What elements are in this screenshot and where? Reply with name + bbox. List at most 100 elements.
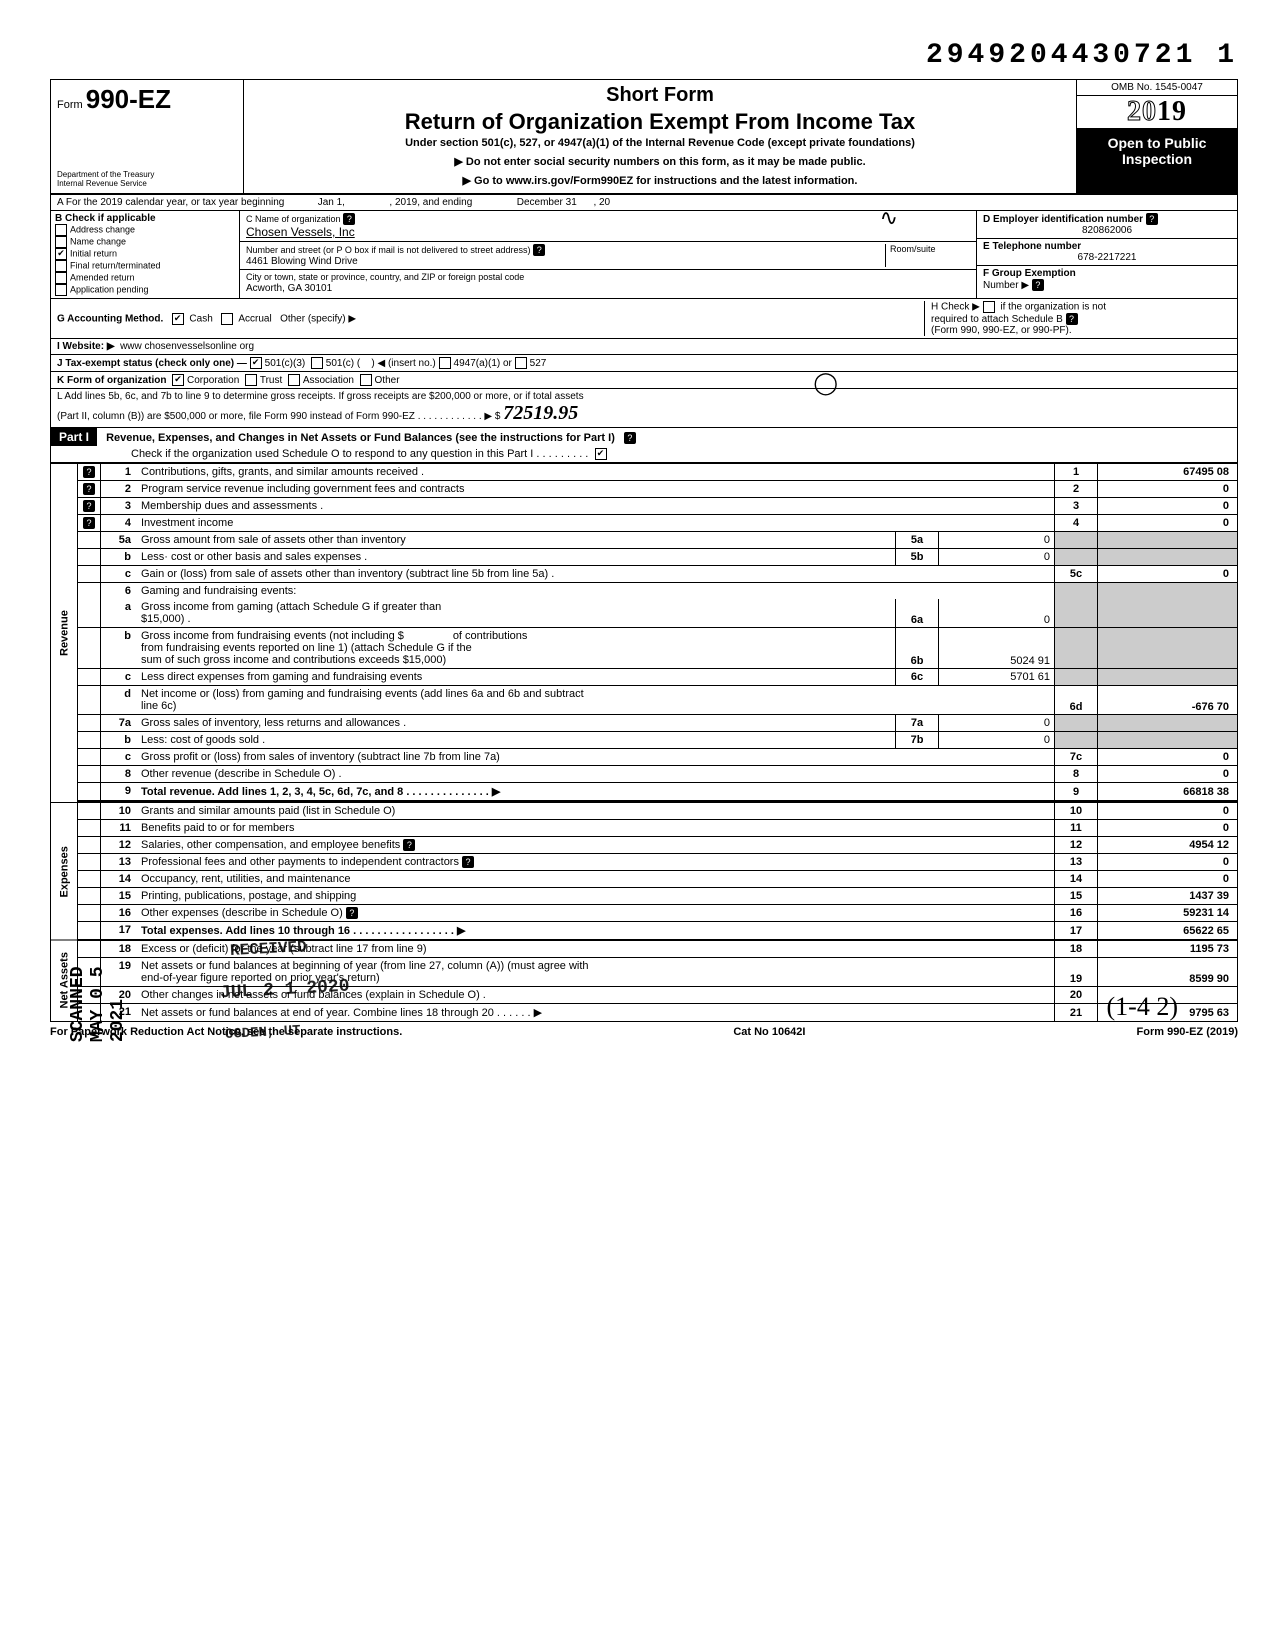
info-icon: ?: [83, 517, 95, 529]
chk-501c3[interactable]: ✔: [250, 357, 262, 369]
info-icon: ?: [346, 907, 358, 919]
box-val: 0: [1098, 766, 1238, 783]
lbl-initial: Initial return: [70, 248, 117, 258]
row-num: 17: [101, 922, 138, 941]
part-i-check: Check if the organization used Schedule …: [131, 448, 588, 460]
chk-address[interactable]: [55, 224, 67, 236]
info-icon: ?: [83, 466, 95, 478]
info-icon: ?: [83, 483, 95, 495]
chk-4947[interactable]: [439, 357, 451, 369]
box-num: 20: [1055, 987, 1098, 1004]
line-a-endyear: , 20: [593, 197, 610, 208]
box-num: 7c: [1055, 749, 1098, 766]
line-a-text: A For the 2019 calendar year, or tax yea…: [57, 197, 284, 208]
l-text1: L Add lines 5b, 6c, and 7b to line 9 to …: [57, 391, 1231, 402]
org-street: 4461 Blowing Wind Drive: [246, 256, 358, 267]
row-num: 14: [101, 871, 138, 888]
row-desc: Contributions, gifts, grants, and simila…: [137, 464, 1055, 481]
mid-val: 5024 91: [939, 628, 1055, 669]
under-section: Under section 501(c), 527, or 4947(a)(1)…: [252, 137, 1068, 149]
box-num: 14: [1055, 871, 1098, 888]
row-desc: Gaming and fundraising events:: [137, 583, 1055, 600]
chk-527[interactable]: [515, 357, 527, 369]
chk-final[interactable]: [55, 260, 67, 272]
chk-cash[interactable]: ✔: [172, 313, 184, 325]
chk-other[interactable]: [360, 374, 372, 386]
h-text2: if the organization is not: [1000, 302, 1106, 313]
row-num: 8: [101, 766, 138, 783]
row-desc: of contributions: [453, 630, 528, 642]
box-val: 0: [1098, 566, 1238, 583]
row-num: b: [101, 628, 138, 669]
chk-schedo[interactable]: ✔: [595, 448, 607, 460]
box-val: 59231 14: [1098, 905, 1238, 922]
h-text4: (Form 990, 990-EZ, or 990-PF).: [931, 325, 1072, 336]
line-a: A For the 2019 calendar year, or tax yea…: [50, 195, 1238, 211]
box-num: 18: [1055, 940, 1098, 958]
box-num: 15: [1055, 888, 1098, 905]
box-val: 67495 08: [1098, 464, 1238, 481]
info-icon: ?: [624, 432, 636, 444]
short-form-title: Short Form: [252, 84, 1068, 107]
row-num: 9: [101, 783, 138, 802]
l-text2: (Part II, column (B)) are $500,000 or mo…: [57, 411, 500, 422]
chk-initial[interactable]: ✔: [55, 248, 67, 260]
open-to-public: Open to Public: [1079, 135, 1235, 151]
chk-accrual[interactable]: [221, 313, 233, 325]
mid-num: 6b: [896, 628, 939, 669]
part-i-label: Part I: [51, 428, 97, 446]
mid-val: 0: [939, 715, 1055, 732]
lbl-501c: 501(c) (: [326, 358, 360, 369]
form-header: Form 990-EZ Department of the Treasury I…: [50, 79, 1238, 195]
dept-irs: Internal Revenue Service: [57, 180, 237, 189]
box-val: 1437 39: [1098, 888, 1238, 905]
box-val: 0: [1098, 820, 1238, 837]
box-num: 4: [1055, 515, 1098, 532]
omb-number: OMB No. 1545-0047: [1077, 80, 1237, 96]
row-num: 15: [101, 888, 138, 905]
row-desc: Other expenses (describe in Schedule O): [141, 907, 343, 919]
c-city-lbl: City or town, state or province, country…: [246, 272, 524, 282]
info-icon: ?: [533, 244, 545, 256]
chk-name[interactable]: [55, 236, 67, 248]
h-text1: H Check ▶: [931, 302, 980, 313]
chk-corp[interactable]: ✔: [172, 374, 184, 386]
lbl-cash: Cash: [189, 313, 212, 324]
footer-right: Form 990-EZ (2019): [1137, 1026, 1238, 1038]
row-desc: Net assets or fund balances at beginning…: [141, 960, 1050, 972]
phone: 678-2217221: [983, 252, 1231, 263]
chk-501c[interactable]: [311, 357, 323, 369]
main-table: Revenue ? 1 Contributions, gifts, grants…: [50, 463, 1238, 1022]
info-icon: ?: [83, 500, 95, 512]
box-val: 8599 90: [1098, 958, 1238, 987]
mid-num: 5b: [896, 549, 939, 566]
room-lbl: Room/suite: [890, 244, 936, 254]
row-desc: Gross profit or (loss) from sales of inv…: [137, 749, 1055, 766]
lbl-name: Name change: [70, 236, 126, 246]
mid-val: 5701 61: [939, 669, 1055, 686]
line-a-mid: , 2019, and ending: [389, 197, 472, 208]
chk-assoc[interactable]: [288, 374, 300, 386]
chk-pending[interactable]: [55, 284, 67, 296]
chk-amended[interactable]: [55, 272, 67, 284]
lbl-other-org: Other: [375, 375, 400, 386]
box-val: 0: [1098, 749, 1238, 766]
row-num: 11: [101, 820, 138, 837]
revenue-tab: Revenue: [51, 464, 78, 803]
scanned-stamp: SCANNED MAY 0 5 2021: [68, 940, 128, 1042]
initials-signature: ∿: [880, 205, 898, 231]
d-lbl: D Employer identification number: [983, 214, 1143, 225]
box-val: 65622 65: [1098, 922, 1238, 941]
row-desc: Less: cost of goods sold .: [137, 732, 896, 749]
box-num: 21: [1055, 1004, 1098, 1022]
row-desc: Net income or (loss) from gaming and fun…: [141, 688, 1050, 700]
mid-val: 0: [939, 549, 1055, 566]
box-val: -676 70: [1098, 686, 1238, 715]
chk-trust[interactable]: [245, 374, 257, 386]
j-lbl: J Tax-exempt status (check only one) —: [57, 358, 247, 369]
f-lbl: F Group Exemption: [983, 268, 1076, 279]
chk-schedb[interactable]: [983, 301, 995, 313]
mid-num: 6a: [896, 599, 939, 628]
box-num: 2: [1055, 481, 1098, 498]
lbl-4947: 4947(a)(1) or: [454, 358, 512, 369]
